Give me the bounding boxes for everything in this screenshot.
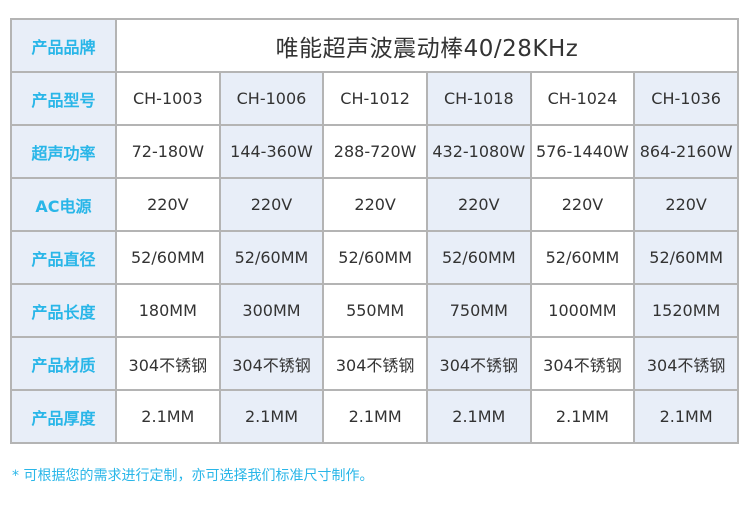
table-cell: 304不锈钢 [115,336,221,391]
table-row: 产品型号 CH-1003 CH-1006 CH-1012 CH-1018 CH-1024 C… [10,71,739,126]
table-cell: CH-1012 [322,71,428,126]
table-cell: 304不锈钢 [529,336,636,391]
table-cell: 2.1MM [425,389,532,444]
table-cell: 220V [425,177,532,232]
table-row: 产品厚度 2.1MM 2.1MM 2.1MM 2.1MM 2.1MM 2.1MM [10,389,739,444]
table-cell: 864-2160W [633,124,739,179]
table-row: AC电源 220V 220V 220V 220V 220V 220V [10,177,739,232]
product-title: 唯能超声波震动棒40/28KHz [115,18,739,73]
table-cell: 52/60MM [425,230,532,285]
table-cell: 550MM [322,283,428,338]
table-cell: 220V [218,177,325,232]
table-cell: CH-1018 [425,71,532,126]
table-cell: 300MM [218,283,325,338]
table-cell: 52/60MM [115,230,221,285]
table-cell: 304不锈钢 [218,336,325,391]
table-row: 产品长度 180MM 300MM 550MM 750MM 1000MM 1520MM [10,283,739,338]
table-cell: 304不锈钢 [425,336,532,391]
table-cell: 220V [529,177,636,232]
table-cell: 144-360W [218,124,325,179]
row-label: 产品型号 [10,71,117,126]
table-cell: 52/60MM [633,230,739,285]
table-cell: 52/60MM [529,230,636,285]
row-label: AC电源 [10,177,117,232]
table-cell: CH-1036 [633,71,739,126]
table-cell: 288-720W [322,124,428,179]
table-row-brand: 产品品牌 唯能超声波震动棒40/28KHz [10,18,739,73]
brand-label: 产品品牌 [10,18,117,73]
spec-table-body: 产品品牌 唯能超声波震动棒40/28KHz 产品型号 CH-1003 CH-1006… [10,18,739,444]
row-label: 超声功率 [10,124,117,179]
table-cell: 52/60MM [218,230,325,285]
row-label: 产品厚度 [10,389,117,444]
table-cell: 2.1MM [115,389,221,444]
table-cell: CH-1024 [529,71,636,126]
table-cell: 72-180W [115,124,221,179]
table-cell: 220V [633,177,739,232]
table-cell: 304不锈钢 [322,336,428,391]
table-row: 产品直径 52/60MM 52/60MM 52/60MM 52/60MM 52/60MM 5… [10,230,739,285]
row-label: 产品材质 [10,336,117,391]
table-cell: 180MM [115,283,221,338]
table-cell: 52/60MM [322,230,428,285]
table-cell: CH-1006 [218,71,325,126]
table-cell: 750MM [425,283,532,338]
spec-table: 产品品牌 唯能超声波震动棒40/28KHz 产品型号 CH-1003 CH-1006… [10,18,739,444]
table-cell: 2.1MM [633,389,739,444]
footnote: * 可根据您的需求进行定制，亦可选择我们标准尺寸制作。 [12,468,374,484]
row-label: 产品长度 [10,283,117,338]
row-label: 产品直径 [10,230,117,285]
table-cell: 220V [322,177,428,232]
table-cell: 1520MM [633,283,739,338]
table-row: 超声功率 72-180W 144-360W 288-720W 432-1080W 576-… [10,124,739,179]
table-cell: 220V [115,177,221,232]
table-cell: 2.1MM [218,389,325,444]
table-cell: CH-1003 [115,71,221,126]
table-cell: 2.1MM [529,389,636,444]
table-cell: 432-1080W [425,124,532,179]
table-cell: 304不锈钢 [633,336,739,391]
table-cell: 576-1440W [529,124,636,179]
table-row: 产品材质 304不锈钢 304不锈钢 304不锈钢 304不锈钢 304不锈钢 304不锈钢 [10,336,739,391]
table-cell: 2.1MM [322,389,428,444]
table-cell: 1000MM [529,283,636,338]
